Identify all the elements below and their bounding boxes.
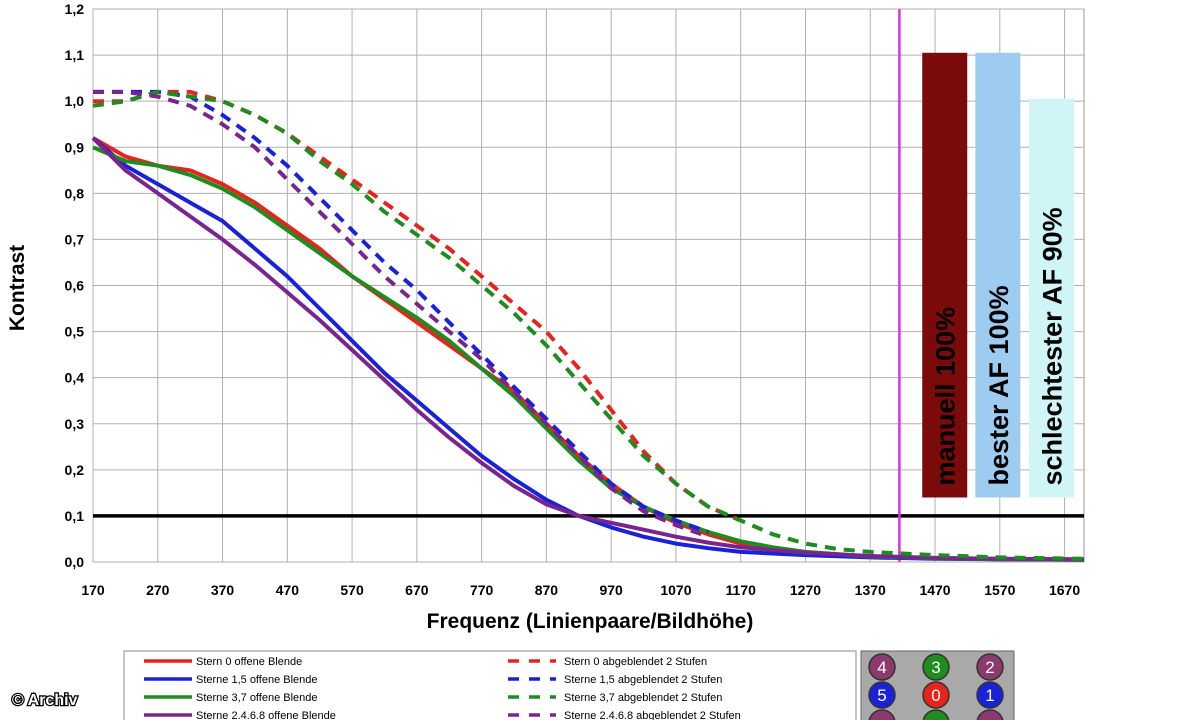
x-tick-label: 1270 — [790, 582, 821, 598]
y-tick-label: 0,1 — [65, 508, 85, 524]
y-tick-label: 0,4 — [65, 370, 85, 386]
x-tick-label: 1470 — [919, 582, 950, 598]
af-bar — [975, 52, 1021, 498]
x-tick-label: 1670 — [1049, 582, 1080, 598]
x-tick-label: 270 — [146, 582, 170, 598]
x-axis-title: Frequenz (Linienpaare/Bildhöhe) — [427, 610, 754, 633]
y-tick-label: 0,5 — [65, 324, 85, 340]
position-badge — [976, 681, 1004, 709]
series-line — [91, 136, 1085, 562]
position-badge — [922, 653, 950, 681]
y-tick-label: 1,0 — [65, 93, 85, 109]
af-bar-label: bester AF 100% — [984, 285, 1014, 485]
x-tick-label: 170 — [81, 582, 105, 598]
y-tick-label: 0,0 — [65, 554, 85, 570]
y-tick-label: 0,6 — [65, 278, 85, 294]
position-badge-label: 0 — [931, 686, 940, 705]
x-tick-label: 1370 — [855, 582, 886, 598]
position-badge-label: 2 — [985, 658, 994, 677]
series-line-dashed — [93, 89, 709, 539]
legend-item-label: Sterne 2.4.6.8 offene Blende — [196, 710, 336, 720]
x-tick-label: 670 — [405, 582, 429, 598]
position-badge — [976, 653, 1004, 681]
watermark: © Archiv — [12, 692, 78, 709]
x-tick-label: 770 — [470, 582, 494, 598]
legend: Stern 0 offene Blende Sterne 1,5 offene B… — [144, 656, 741, 720]
position-badge-label: 1 — [985, 686, 994, 705]
position-badge-label: 5 — [877, 686, 886, 705]
position-key: 4 3 2 5 0 1 — [868, 653, 1004, 720]
af-bar — [1029, 98, 1075, 498]
y-axis-title: Kontrast — [6, 245, 29, 331]
x-tick-label: 870 — [535, 582, 559, 598]
y-tick-label: 1,1 — [65, 47, 85, 63]
position-badge — [976, 709, 1004, 720]
position-badge — [868, 681, 896, 709]
af-bar-label: manuell 100% — [931, 307, 961, 486]
y-tick-label: 0,3 — [65, 416, 85, 432]
legend-item-label: Stern 0 abgeblendet 2 Stufen — [564, 656, 707, 668]
x-tick-label: 1070 — [660, 582, 691, 598]
bars: manuell 100% bester AF 100% schlechtester … — [922, 52, 1075, 498]
af-bar-label: schlechtester AF 90% — [1038, 207, 1068, 485]
legend-item-label: Sterne 3,7 abgeblendet 2 Stufen — [564, 692, 722, 704]
x-tick-label: 470 — [276, 582, 300, 598]
x-tick-label: 1570 — [984, 582, 1015, 598]
series-line-dashed — [93, 89, 742, 523]
af-bar — [922, 52, 968, 498]
legend-box — [123, 650, 857, 720]
x-tick-label: 570 — [340, 582, 364, 598]
y-tick-label: 0,2 — [65, 462, 85, 478]
y-tick-labels: 0,0 0,1 0,2 0,3 0,4 0,5 0,6 0,7 0,8 0,9 1,0 1,1 1,2 — [65, 1, 85, 570]
position-badge-label: 4 — [877, 658, 886, 677]
legend-item-label: Sterne 1,5 abgeblendet 2 Stufen — [564, 674, 722, 686]
x-tick-label: 370 — [211, 582, 235, 598]
position-badge — [922, 709, 950, 720]
series-line-dashed — [92, 89, 1085, 561]
legend-item-label: Sterne 3,7 offene Blende — [196, 692, 318, 704]
legend-item-label: Sterne 2.4.6.8 abgeblendet 2 Stufen — [564, 710, 741, 720]
legend-item-label: Sterne 1,5 offene Blende — [196, 674, 318, 686]
reference-lines — [93, 9, 1084, 562]
x-tick-labels: 170 270 370 470 570 670 770 870 970 1070 1170 1270 1… — [81, 582, 1080, 598]
x-tick-label: 970 — [599, 582, 623, 598]
x-tick-label: 1170 — [726, 582, 757, 598]
series-line-dashed — [93, 89, 709, 534]
y-tick-label: 0,8 — [65, 185, 85, 201]
y-tick-label: 1,2 — [65, 1, 85, 17]
position-badge — [868, 709, 896, 720]
position-badge — [922, 681, 950, 709]
position-badge — [868, 653, 896, 681]
y-tick-label: 0,7 — [65, 231, 85, 247]
y-tick-label: 0,9 — [65, 139, 85, 155]
position-badge-label: 3 — [931, 658, 940, 677]
legend-item-label: Stern 0 offene Blende — [196, 656, 302, 668]
series-line — [91, 136, 1085, 562]
series-lines — [91, 89, 1085, 562]
